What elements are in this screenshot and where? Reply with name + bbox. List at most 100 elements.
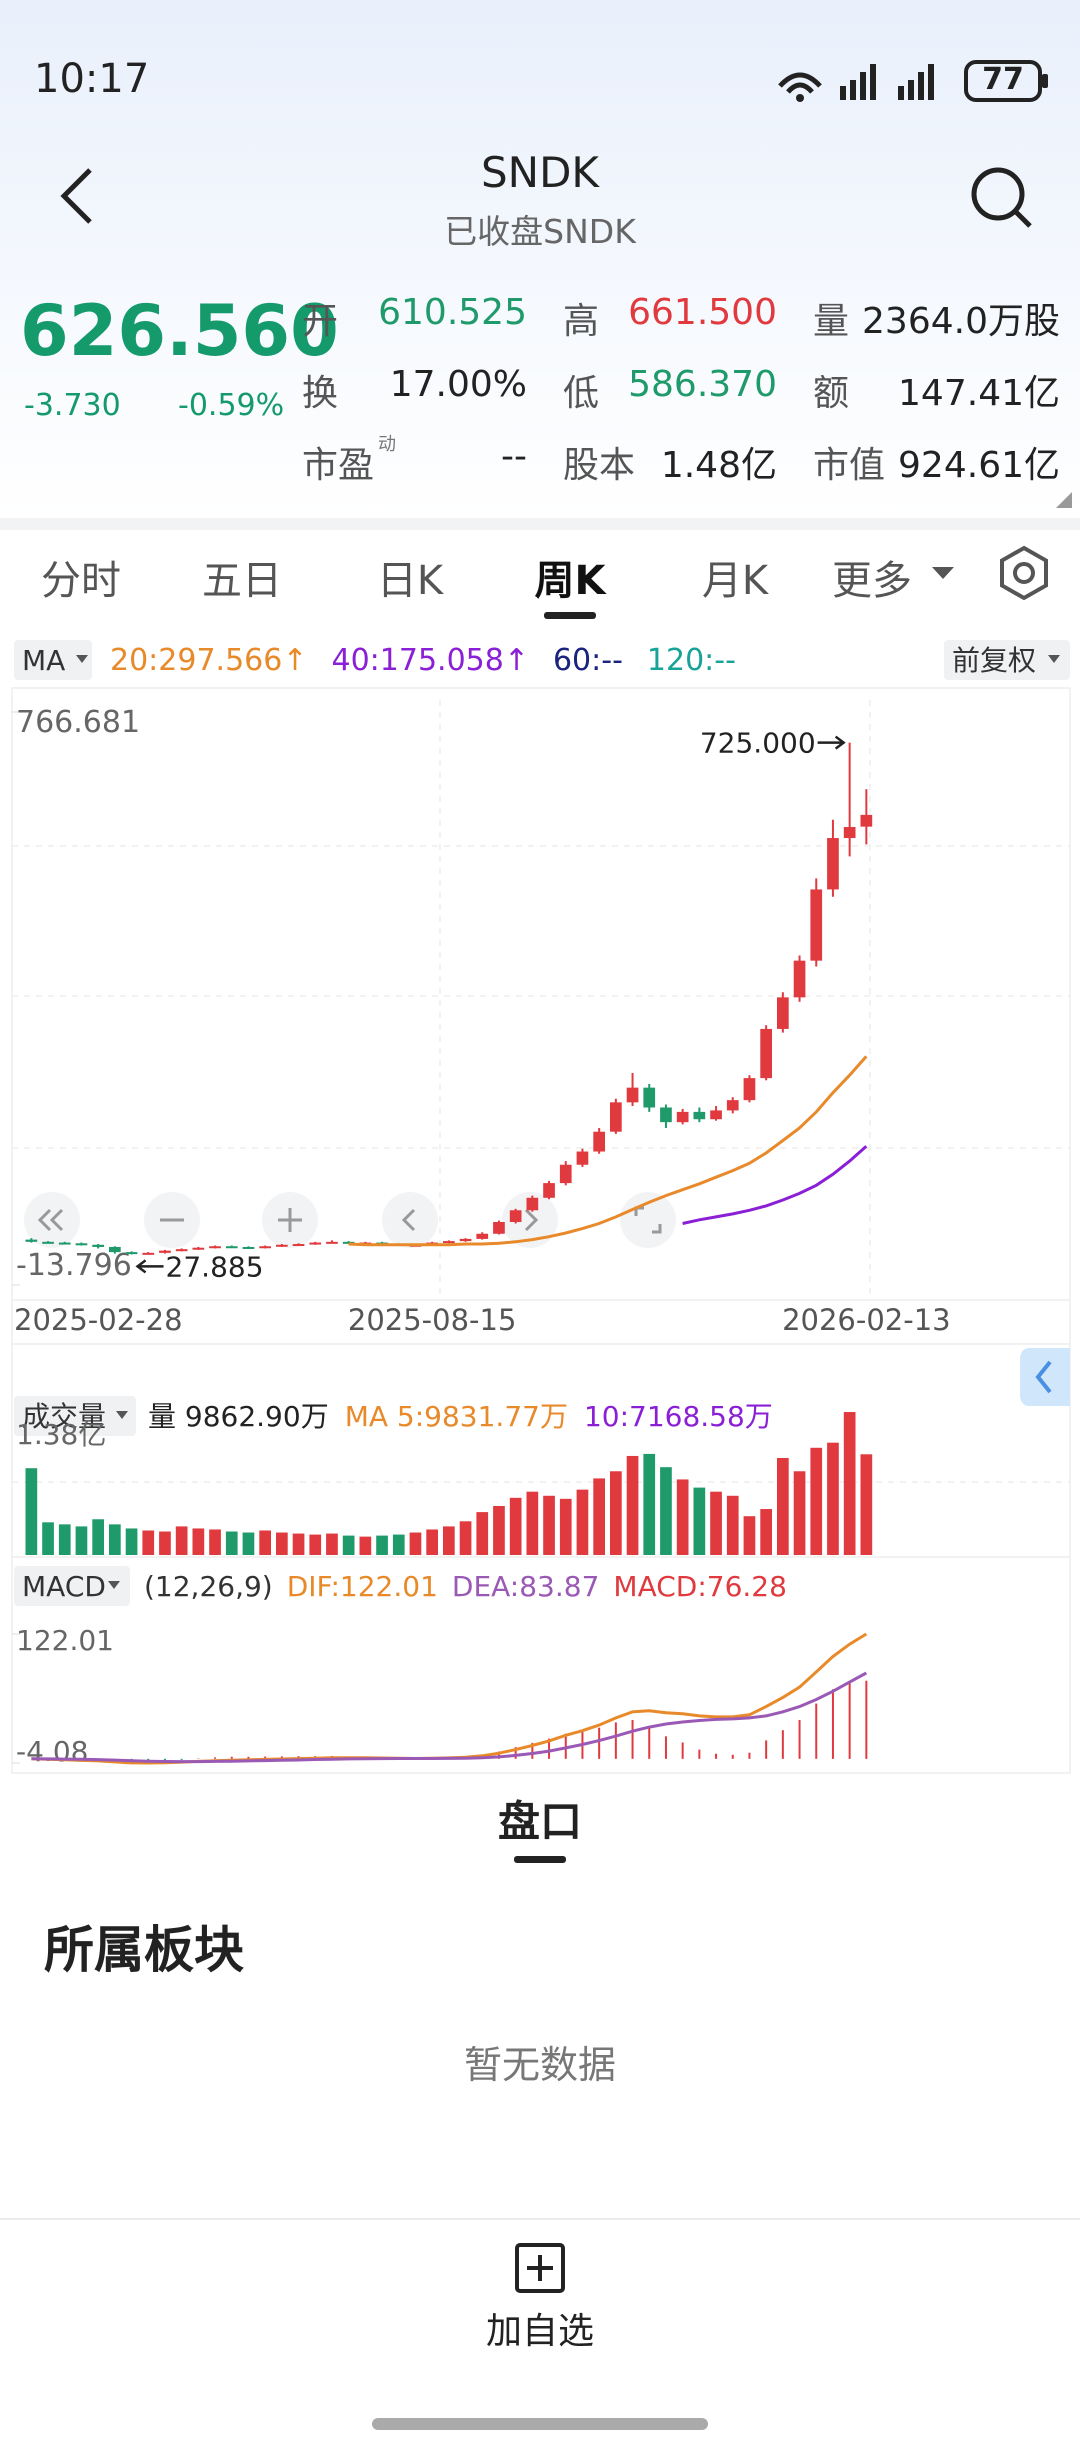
candle-body [493, 1222, 505, 1234]
volume-bar [509, 1497, 522, 1555]
period-tab[interactable]: 月K [701, 558, 769, 604]
candle-body [710, 1110, 722, 1120]
volume-bar [610, 1471, 622, 1555]
panel-title: MACD [22, 1570, 106, 1603]
quote-label-sup: 动 [378, 434, 396, 455]
scroll-right[interactable] [502, 1192, 558, 1248]
volume-bar [760, 1509, 772, 1555]
quote-label: 市值 [813, 445, 886, 486]
candle-body [25, 1239, 38, 1242]
candle-body [643, 1087, 656, 1108]
volume-bar [810, 1447, 823, 1555]
candle-body [593, 1131, 605, 1152]
quote-label: 开 [302, 301, 339, 342]
candle-body [810, 889, 823, 961]
candle-body [660, 1107, 672, 1123]
period-tab[interactable]: 更多 [832, 558, 912, 604]
quote-value: 17.00% [389, 364, 527, 405]
volume-bar [576, 1489, 589, 1555]
volume-legend: 10:7168.58万 [584, 1400, 773, 1433]
volume-bar [109, 1524, 121, 1555]
volume-bar [192, 1528, 205, 1555]
y-tick-label: -4.08 [16, 1735, 88, 1768]
adjust-caret [1048, 655, 1060, 663]
volume-bar [559, 1498, 572, 1555]
last-price: 626.560 [20, 290, 339, 372]
macd-selector[interactable] [14, 1566, 130, 1606]
page-subtitle: 已收盘SNDK [444, 212, 636, 251]
macd-legend: DIF:122.01 [287, 1570, 438, 1603]
side-panel-toggle[interactable] [1020, 1348, 1070, 1406]
candle-body [726, 1100, 739, 1111]
candle-body [760, 1028, 772, 1079]
volume-bar [409, 1532, 422, 1555]
quote-value: 924.61亿 [898, 445, 1060, 486]
add-watchlist-label[interactable]: 加自选 [485, 2311, 594, 2352]
candle-body [626, 1087, 639, 1103]
candle-body [777, 997, 789, 1029]
volume-bar [843, 1412, 856, 1555]
y-tick-label: 766.681 [16, 705, 140, 740]
volume-bar [175, 1526, 188, 1555]
volume-bar [693, 1487, 706, 1555]
candle-body [175, 1249, 188, 1252]
candle-body [793, 960, 806, 998]
candle-body [443, 1241, 455, 1244]
volume-legend: 量 9862.90万 [148, 1400, 329, 1433]
candle-body [276, 1244, 288, 1247]
volume-bar [225, 1531, 238, 1555]
volume-bar [593, 1478, 605, 1555]
active-tab-indicator [544, 612, 596, 619]
empty-state: 暂无数据 [463, 2043, 616, 2087]
side-panel-arrow [1035, 1360, 1052, 1394]
adjust-selector[interactable] [944, 640, 1070, 680]
volume-bar [292, 1533, 305, 1555]
candle-body [159, 1250, 171, 1253]
volume-bar [25, 1468, 38, 1555]
volume-bar [793, 1471, 806, 1555]
volume-caret [116, 1411, 128, 1419]
settings-button[interactable] [996, 545, 1052, 601]
volume-bar [376, 1535, 388, 1555]
price-change-pct: -0.59% [178, 388, 285, 423]
volume-bar [159, 1531, 171, 1555]
candle-body [58, 1242, 71, 1245]
ma-selector[interactable] [14, 640, 92, 680]
extreme-label: 725.000 [700, 727, 816, 760]
quote-label: 量 [813, 301, 850, 342]
candle-body [75, 1243, 88, 1246]
volume-bar [493, 1505, 505, 1555]
macd-line [31, 1671, 868, 1764]
quote-label: 低 [563, 373, 600, 414]
fullscreen[interactable] [620, 1192, 676, 1248]
scroll-left[interactable] [382, 1192, 438, 1248]
back-button[interactable] [52, 166, 102, 226]
macd-caret [108, 1581, 120, 1589]
period-tab[interactable]: 分时 [41, 558, 121, 604]
period-tab[interactable]: 五日 [202, 558, 282, 604]
candle-body [142, 1252, 155, 1255]
volume-selector[interactable] [14, 1396, 136, 1436]
volume-bar [777, 1457, 789, 1555]
period-tab[interactable]: 日K [376, 558, 444, 604]
candle-body [476, 1233, 489, 1239]
status-icons [778, 60, 1048, 102]
period-tab[interactable]: 周K [534, 558, 606, 604]
quote-value: 586.370 [628, 364, 777, 405]
y-tick-label: 122.01 [16, 1624, 114, 1657]
candle-body [576, 1151, 589, 1165]
candle-body [125, 1252, 138, 1255]
search-button[interactable] [966, 162, 1036, 232]
quote-value: 2364.0万股 [862, 301, 1060, 342]
quote-value: 661.500 [628, 292, 777, 333]
panel-title: 成交量 [22, 1400, 106, 1433]
ma-legend: 120:-- [647, 643, 736, 678]
price-grid [12, 700, 1070, 1300]
add-watchlist-icon[interactable] [514, 2242, 566, 2294]
divider [0, 518, 1080, 530]
section-tab[interactable]: 盘口 [497, 1797, 582, 1846]
page-title: SNDK [481, 148, 599, 197]
candle-body [509, 1210, 522, 1223]
quote-value: -- [501, 436, 527, 477]
volume-bar [476, 1512, 489, 1555]
